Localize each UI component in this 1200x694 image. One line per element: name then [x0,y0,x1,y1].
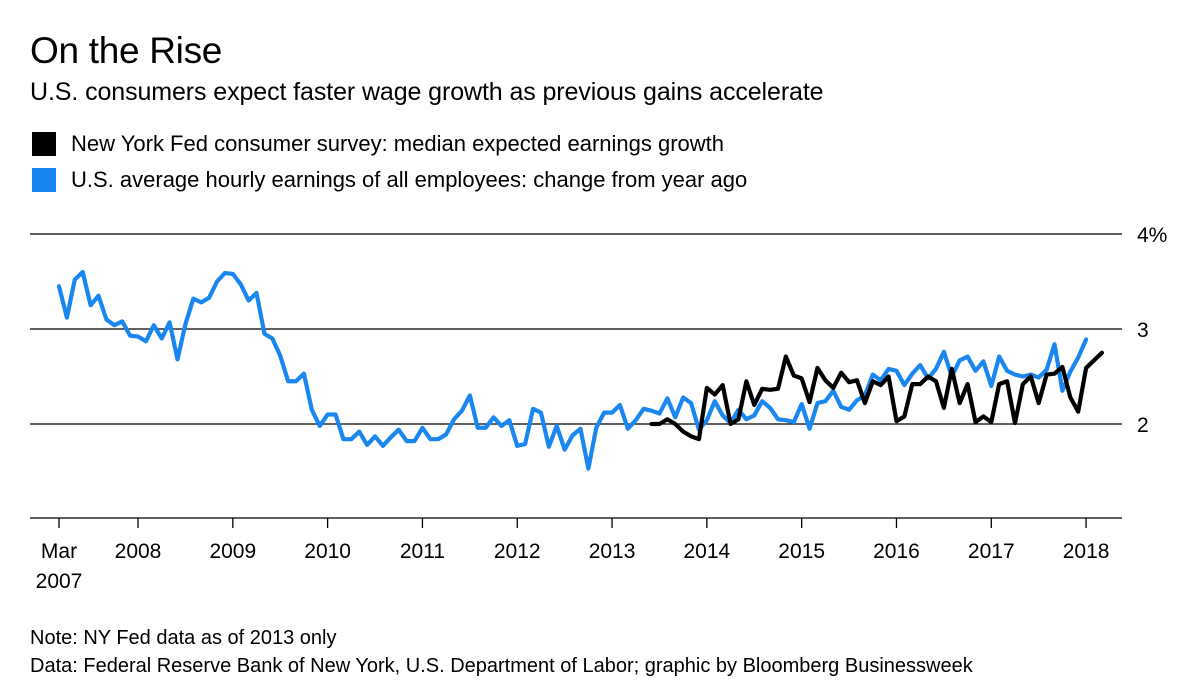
x-tick-label-2017: 2017 [968,540,1015,563]
x-tick-label-2018: 2018 [1063,540,1110,563]
x-tick-label-Mar: Mar [41,540,77,563]
series-line-hourly-earnings [56,269,1089,471]
source-note: Data: Federal Reserve Bank of New York, … [30,655,973,677]
chart-subtitle: U.S. consumers expect faster wage growth… [30,78,824,106]
legend-label-ny-fed: New York Fed consumer survey: median exp… [71,131,725,156]
chart-title: On the Rise [30,30,223,71]
legend-item-ny-fed: New York Fed consumer survey: median exp… [32,128,747,160]
series-line-ny-fed [649,350,1104,442]
footnote: Note: NY Fed data as of 2013 only [30,627,337,649]
legend-item-hourly-earnings: U.S. average hourly earnings of all empl… [32,164,747,196]
legend-swatch-ny-fed [32,132,56,156]
y-tick-label-2: 2 [1137,414,1149,437]
legend: New York Fed consumer survey: median exp… [32,128,747,200]
y-tick-label-3: 3 [1137,319,1149,342]
x-tick-label-2008: 2008 [115,540,162,563]
x-tick-label-2014: 2014 [684,540,731,563]
x-tick-label-2012: 2012 [494,540,541,563]
x-tick-label-2015: 2015 [778,540,825,563]
x-tick-label-2011: 2011 [400,540,445,563]
legend-label-hourly-earnings: U.S. average hourly earnings of all empl… [71,167,748,192]
x-tick-label-2009: 2009 [209,540,256,563]
x-tick-label-2016: 2016 [873,540,920,563]
x-tick-label-2007: 2007 [36,570,83,593]
x-tick-label-2010: 2010 [304,540,351,563]
legend-swatch-hourly-earnings [32,168,56,192]
line-chart: 4% 3 2 Mar 2007 2008 2009 2010 2011 2012 2013 2014 2… [30,224,1167,593]
y-tick-label-4: 4% [1137,224,1167,247]
x-tick-label-2013: 2013 [589,540,636,563]
